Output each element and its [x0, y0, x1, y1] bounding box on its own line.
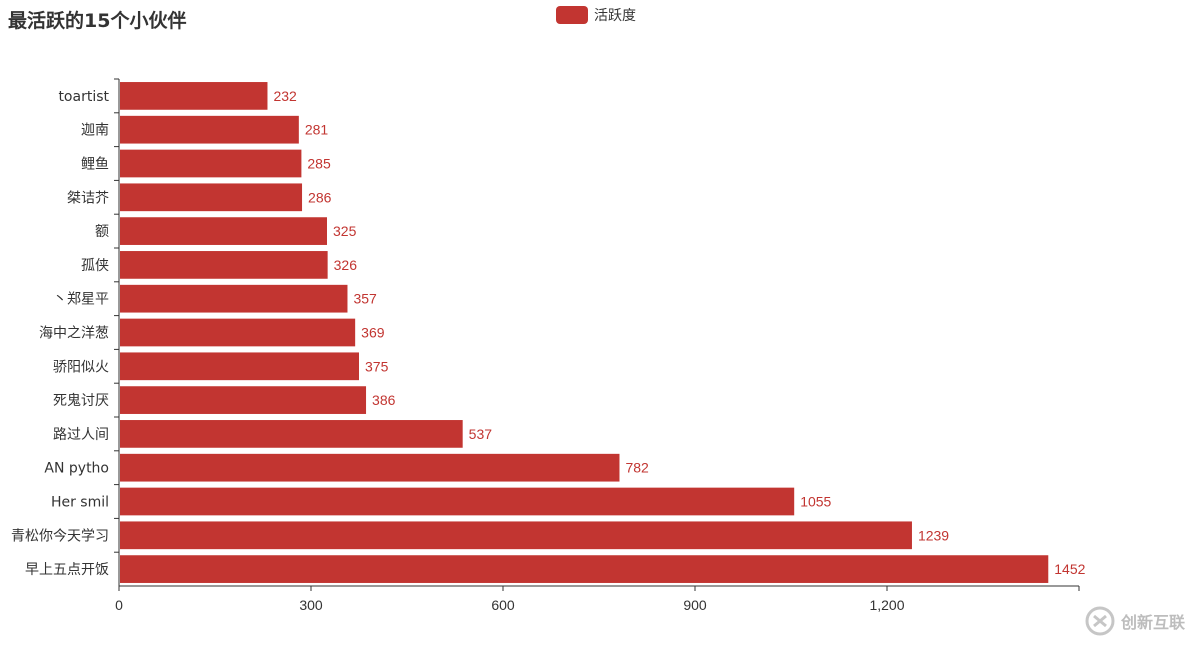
value-label: 285 [307, 156, 331, 172]
category-label: 海中之洋葱 [39, 326, 109, 342]
bar[interactable] [120, 453, 620, 482]
legend-label: 活跃度 [594, 8, 636, 24]
bar[interactable] [120, 352, 359, 381]
bar[interactable] [120, 284, 348, 313]
category-label: 额 [95, 224, 109, 240]
bar[interactable] [120, 487, 795, 516]
watermark-logo-icon [1085, 606, 1115, 636]
bar[interactable] [120, 521, 912, 550]
category-label: AN pytho [44, 461, 109, 477]
bars-layer: 232 281 285 286 325 326 357 369 375 386 537 782 1055… [120, 82, 1086, 583]
value-label: 1452 [1054, 561, 1085, 577]
category-label: 鲤鱼 [81, 156, 109, 173]
category-label: 路过人间 [53, 427, 109, 443]
value-label: 281 [305, 122, 329, 138]
chart-title: 最活跃的15个小伙伴 [8, 10, 187, 32]
watermark-text: 创新互联 [1120, 613, 1185, 632]
value-label: 286 [308, 189, 332, 205]
bar[interactable] [120, 217, 327, 245]
legend[interactable]: 活跃度 [556, 5, 636, 25]
x-tick-label: 900 [683, 597, 707, 613]
value-label: 1239 [918, 527, 949, 543]
x-tick-label: 300 [299, 597, 323, 613]
bar[interactable] [120, 183, 303, 212]
x-tick-label: 1,200 [869, 597, 904, 613]
value-label: 537 [469, 426, 493, 442]
category-label: 早上五点开饭 [25, 562, 109, 578]
category-label: 丶郑星平 [53, 292, 109, 308]
value-label: 782 [625, 460, 649, 476]
x-tick-label: 600 [491, 597, 515, 613]
category-label: toartist [58, 89, 109, 105]
category-label: 骄阳似火 [53, 359, 109, 375]
category-label: 迦南 [81, 123, 109, 139]
watermark: 创新互联 [1085, 606, 1185, 636]
category-label: 青松你今天学习 [11, 528, 109, 544]
bar[interactable] [120, 386, 367, 414]
category-label: 死鬼讨厌 [53, 393, 109, 409]
category-label: Her smil [51, 495, 109, 511]
bar[interactable] [120, 555, 1049, 583]
value-label: 375 [365, 358, 389, 374]
bar[interactable] [120, 318, 356, 347]
value-label: 357 [353, 291, 377, 307]
category-label: 孤侠 [81, 258, 109, 274]
bar[interactable] [120, 251, 328, 279]
value-label: 1055 [800, 494, 831, 510]
value-label: 369 [361, 325, 385, 341]
value-label: 232 [273, 88, 297, 104]
bar[interactable] [120, 420, 463, 448]
bar[interactable] [120, 115, 299, 144]
x-tick-label: 0 [115, 597, 123, 613]
legend-swatch [556, 6, 588, 24]
category-label: 桀诘芥 [67, 190, 109, 206]
bar[interactable] [120, 149, 302, 178]
bar[interactable] [120, 82, 268, 110]
value-label: 325 [333, 223, 357, 239]
value-label: 386 [372, 392, 396, 408]
value-label: 326 [334, 257, 358, 273]
